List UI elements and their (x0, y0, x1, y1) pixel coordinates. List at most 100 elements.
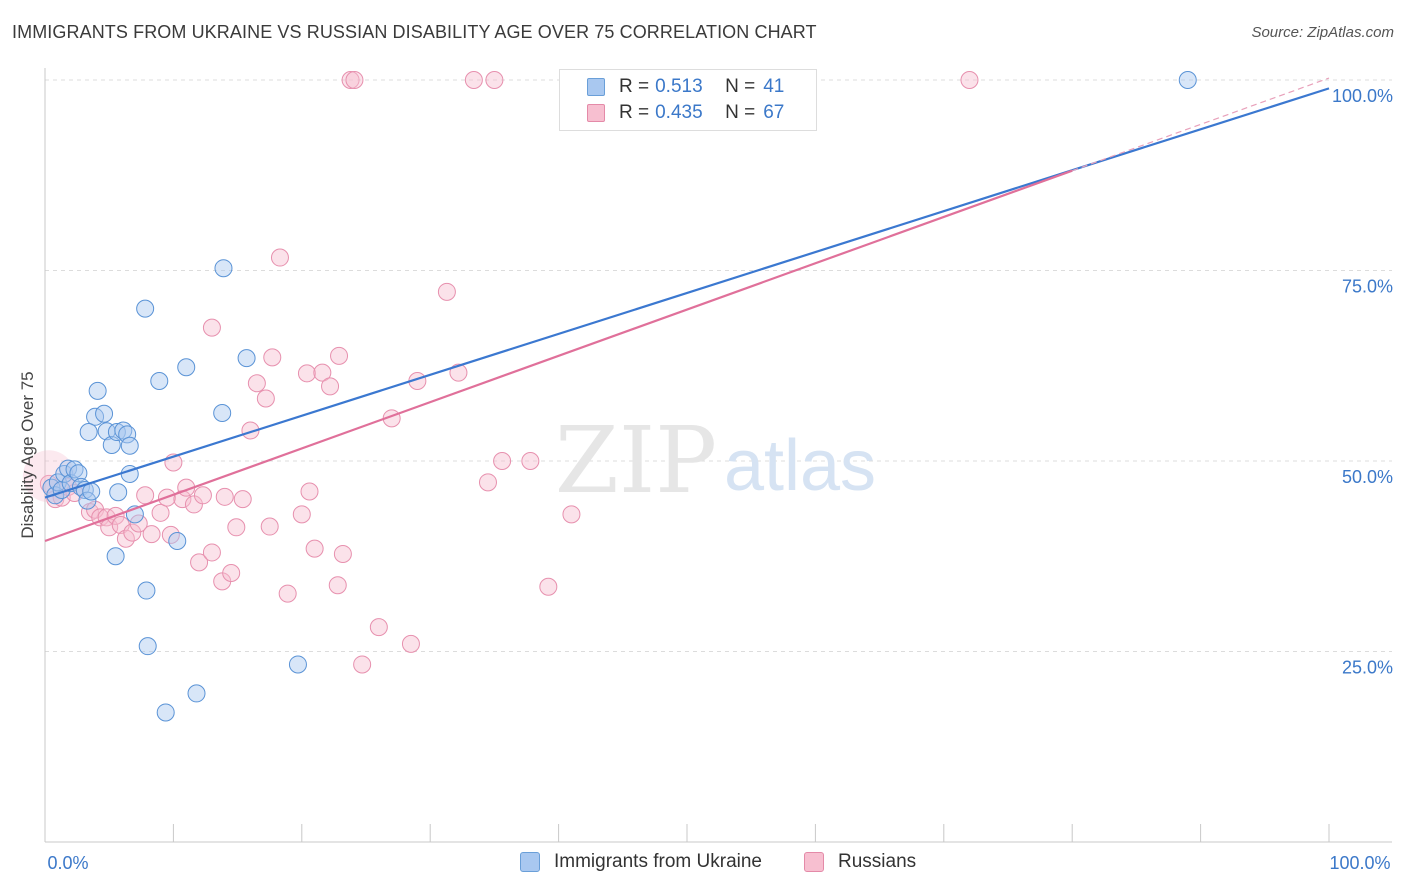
russians-point-14 (129, 514, 148, 533)
russians-point-56 (437, 282, 456, 301)
ukraine-point-11 (78, 491, 97, 510)
russians-point-50 (345, 71, 364, 89)
legend-item-russians[interactable]: Russians (804, 851, 916, 873)
russians-point-58 (464, 71, 483, 89)
russians-point-48 (333, 544, 352, 563)
ukraine-point-26 (106, 547, 125, 566)
russians-point-13 (123, 523, 142, 542)
russians-point-46 (328, 576, 347, 595)
legend-swatch-russians (804, 852, 824, 872)
legend-row-ukraine: R = 0.513 N = 41 (587, 74, 784, 100)
ukraine-point-34 (138, 637, 157, 656)
russians-point-37 (270, 248, 289, 267)
axes (44, 68, 1392, 843)
russians-point-63 (539, 577, 558, 596)
y-tick-label-2: 50.0% (1342, 467, 1393, 487)
ukraine-point-5 (59, 459, 78, 478)
trend-line-ukraine (44, 87, 1330, 499)
russians-point-51 (353, 655, 372, 674)
russians-point-43 (305, 539, 324, 558)
russians-point-62 (521, 452, 540, 470)
chart-title: IMMIGRANTS FROM UKRAINE VS RUSSIAN DISAB… (12, 22, 817, 42)
russians-point-52 (369, 618, 388, 637)
tick-labels: 100.0% 75.0% 50.0% 25.0% (1332, 86, 1393, 678)
ukraine-point-36 (156, 703, 175, 722)
russians-point-31 (215, 487, 234, 506)
russians-point-49 (341, 71, 360, 89)
trend-lines (44, 77, 1330, 543)
russians-point-23 (184, 495, 203, 514)
x-max-label: 100.0% (1329, 853, 1390, 873)
ukraine-point-35 (168, 532, 187, 551)
russians-point-59 (478, 473, 497, 492)
ukraine-point-30 (214, 259, 233, 278)
russians-point-35 (260, 517, 279, 536)
legend-r-value: 0.513 (655, 76, 703, 97)
russians-point-54 (401, 634, 420, 653)
russians-point-42 (300, 482, 319, 501)
russians-point-15 (136, 486, 155, 505)
russians-point-47 (330, 346, 349, 365)
legend-r-label: R = (619, 102, 650, 123)
legend-swatch-russians (587, 104, 605, 122)
ukraine-point-37 (187, 684, 206, 703)
watermark-zip: ZIP (555, 407, 717, 514)
russians-point-40 (292, 505, 311, 524)
legend-row-russians: R = 0.435 N = 67 (587, 100, 784, 126)
ukraine-point-24 (109, 483, 128, 502)
series-ukraine (42, 71, 1197, 722)
series-russians (22, 71, 979, 674)
russians-point-28 (222, 564, 241, 583)
legend-label-ukraine: Immigrants from Ukraine (554, 851, 762, 872)
correlation-legend: R = 0.513 N = 41 R = 0.435 N = 67 (559, 69, 817, 131)
russians-point-39 (202, 318, 221, 337)
legend-item-ukraine[interactable]: Immigrants from Ukraine (520, 851, 762, 873)
legend-n-value: 41 (763, 76, 785, 97)
russians-point-41 (297, 364, 316, 383)
ukraine-point-13 (88, 381, 107, 400)
legend-swatch-ukraine (587, 78, 605, 96)
ukraine-point-22 (120, 436, 139, 455)
ukraine-point-38 (288, 655, 307, 674)
series-legend: Immigrants from Ukraine Russians (0, 851, 1406, 877)
russians-point-36 (263, 348, 282, 367)
legend-swatch-ukraine (520, 852, 540, 872)
ukraine-point-8 (69, 464, 88, 483)
legend-n-label: N = (725, 102, 756, 123)
russians-point-65 (960, 71, 979, 89)
ukraine-point-39 (1178, 71, 1197, 89)
russians-point-30 (233, 490, 252, 509)
trend-extension-russians (1071, 77, 1330, 172)
ukraine-point-21 (118, 425, 137, 444)
legend-r-value: 0.435 (655, 102, 703, 123)
russians-point-44 (313, 363, 332, 382)
ukraine-point-32 (237, 349, 256, 368)
y-axis-label: Disability Age Over 75 (18, 371, 37, 538)
russians-point-26 (202, 543, 221, 562)
legend-n-value: 67 (763, 102, 785, 123)
russians-point-17 (151, 503, 170, 522)
russians-point-34 (256, 389, 275, 408)
russians-point-60 (485, 71, 504, 89)
ukraine-point-28 (150, 371, 169, 390)
legend-label-russians: Russians (838, 851, 917, 872)
russians-point-45 (321, 377, 340, 396)
legend-n-label: N = (725, 76, 756, 97)
ukraine-point-15 (95, 404, 114, 423)
legend-r-label: R = (619, 76, 650, 97)
ukraine-point-31 (213, 403, 232, 422)
x-min-label: 0.0% (47, 853, 88, 873)
russians-point-25 (190, 553, 209, 572)
russians-point-61 (493, 452, 512, 470)
russians-point-33 (247, 374, 266, 393)
ukraine-point-29 (177, 358, 196, 377)
russians-point-29 (227, 518, 246, 537)
trend-line-russians (44, 169, 1073, 543)
russians-point-57 (449, 363, 468, 382)
watermark-atlas: atlas (724, 426, 876, 506)
y-tick-label-0: 100.0% (1332, 86, 1393, 106)
y-tick-label-1: 75.0% (1342, 277, 1393, 297)
russians-point-16 (142, 525, 161, 544)
russians-point-24 (193, 486, 212, 505)
